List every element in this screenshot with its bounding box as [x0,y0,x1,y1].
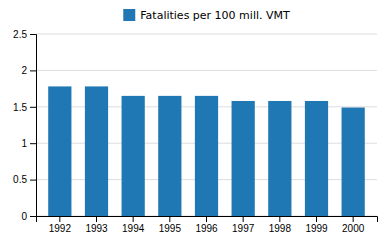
x-tick-mark [169,216,170,222]
x-tick: 1995 [159,216,182,234]
x-tick-mark [133,216,134,222]
bar [48,86,71,216]
y-tick: 0 [21,211,36,222]
y-tick-mark [30,180,36,181]
x-tick: 2000 [342,216,365,234]
bar [195,96,218,216]
y-tick-mark [30,143,36,144]
chart-container: 1992 1993 1994 1995 1996 1997 1998 1999 2000 0 0.5… [0,0,389,240]
y-tick-label: 0 [21,211,27,222]
bar [305,101,328,216]
x-tick-label: 2000 [342,223,365,234]
y-tick-label: 2.5 [13,29,27,40]
x-tick-mark [316,216,317,222]
plot-area: 1992 1993 1994 1995 1996 1997 1998 1999 2000 0 0.5… [13,29,377,234]
y-tick: 1.5 [13,102,36,113]
bar [85,86,108,216]
chart-svg: 1992 1993 1994 1995 1996 1997 1998 1999 2000 0 0.5… [0,0,389,240]
grid [36,34,377,216]
y-tick: 2.5 [13,29,36,40]
x-tick-mark [243,216,244,222]
x-axis: 1992 1993 1994 1995 1996 1997 1998 1999 2000 [37,216,378,234]
x-tick-mark [59,216,60,222]
bar-series [48,86,365,216]
x-axis-line [37,217,378,223]
bar [158,96,181,216]
y-tick-label: 2 [21,65,27,76]
y-tick-mark [30,70,36,71]
y-tick-label: 1 [21,138,27,149]
x-tick: 1994 [122,216,145,234]
x-tick: 1998 [269,216,292,234]
grid-line [36,34,377,35]
bars [48,86,365,216]
x-tick: 1993 [85,216,108,234]
x-tick: 1996 [195,216,218,234]
y-tick-label: 1.5 [13,102,27,113]
x-tick-mark [96,216,97,222]
x-tick: 1992 [49,216,72,234]
y-axis-line [30,35,37,217]
bar [342,108,365,216]
y-tick: 2 [21,65,36,76]
x-tick-mark [279,216,280,222]
x-tick-label: 1994 [122,223,145,234]
y-tick-mark [30,34,36,35]
y-tick-mark [30,107,36,108]
legend-swatch [123,9,135,21]
x-tick-label: 1992 [49,223,72,234]
grid-line [36,70,377,71]
y-tick: 1 [21,138,36,149]
y-tick-mark [30,216,36,217]
bar [122,96,145,216]
x-tick-label: 1993 [85,223,108,234]
x-tick-label: 1996 [195,223,218,234]
bar [268,101,291,216]
y-tick-label: 0.5 [13,174,27,185]
x-tick-label: 1997 [232,223,255,234]
y-tick: 0.5 [13,174,36,185]
x-tick: 1997 [232,216,255,234]
legend-item: Fatalities per 100 mill. VMT [123,9,290,22]
y-axis: 0 0.5 1 1.5 2 2.5 [13,29,36,222]
legend: Fatalities per 100 mill. VMT [123,9,290,22]
x-tick-mark [353,216,354,222]
x-tick-label: 1999 [305,223,328,234]
x-tick-label: 1998 [269,223,292,234]
bar [232,101,255,216]
x-tick-label: 1995 [159,223,182,234]
x-tick-mark [206,216,207,222]
x-tick: 1999 [305,216,328,234]
legend-label: Fatalities per 100 mill. VMT [140,9,290,22]
